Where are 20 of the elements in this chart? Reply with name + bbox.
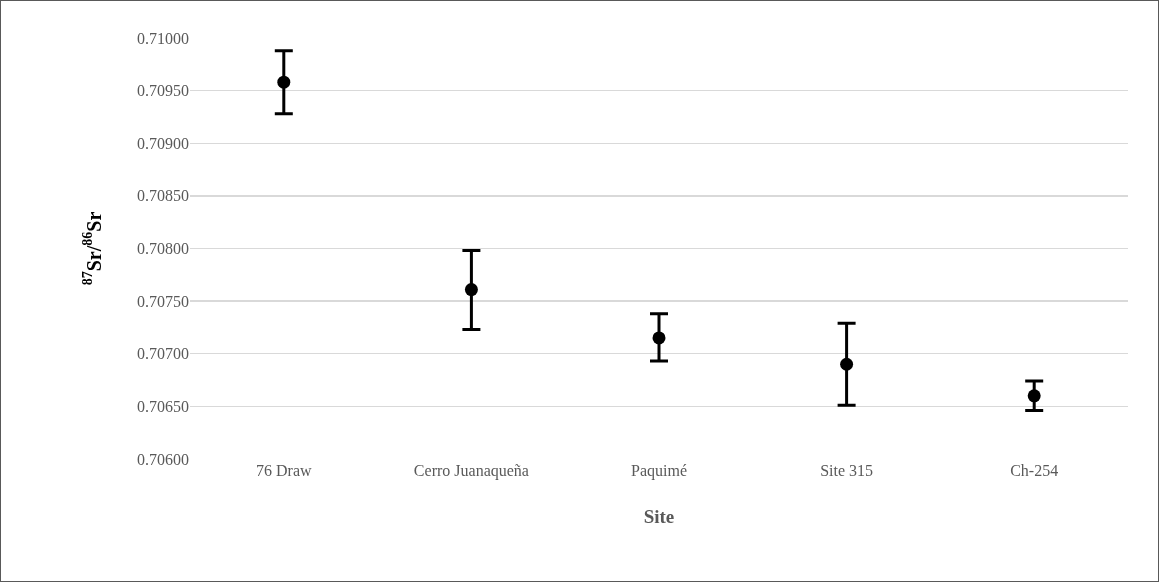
y-tick-label: 0.70600 [137, 450, 189, 468]
point [277, 75, 291, 89]
y-tick-label: 0.70800 [137, 240, 189, 258]
x-tick-label: Site 315 [820, 462, 874, 479]
y-tick-label: 0.70700 [137, 345, 189, 363]
point [464, 283, 478, 297]
x-axis-title: Site [643, 505, 675, 527]
y-tick-label: 0.70750 [137, 292, 189, 310]
point [840, 357, 854, 371]
point [652, 331, 666, 345]
y-tick-label: 0.70900 [137, 134, 189, 152]
point [1027, 389, 1041, 403]
x-tick-label: Ch-254 [1010, 462, 1059, 479]
y-tick-label: 0.70650 [137, 397, 189, 415]
y-tick-label: 0.70950 [137, 82, 189, 100]
y-tick-label: 0.70850 [137, 187, 189, 205]
x-tick-label: 76 Draw [256, 462, 313, 479]
y-tick-label: 0.71000 [137, 29, 189, 47]
x-tick-label: Paquimé [631, 462, 687, 480]
x-tick-label: Cerro Juanaqueña [413, 462, 529, 480]
